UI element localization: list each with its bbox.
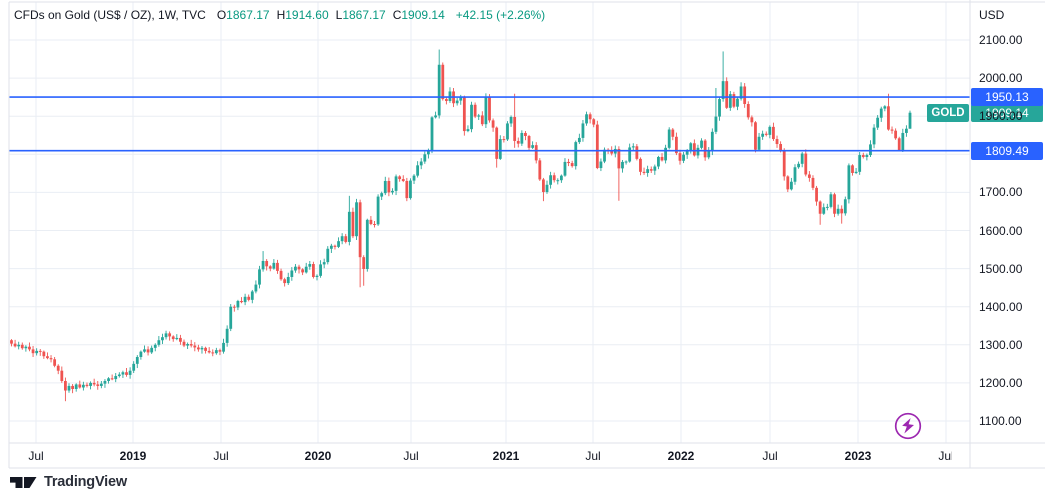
candles-layer: [10, 49, 912, 402]
price-line-label: 1950.13: [971, 88, 1043, 107]
currency-label: USD: [979, 8, 1005, 22]
ohlc-open: O1867.17: [216, 8, 270, 22]
lightning-icon: [894, 412, 922, 440]
last-price-label: 1909.14: [971, 103, 1043, 122]
ohlc-close: C1909.14: [392, 8, 445, 22]
price-axis[interactable]: USD 1909.14 2100.002000.001900.001800.00…: [971, 0, 1045, 443]
time-tick-label: Jul: [403, 449, 419, 463]
legend-row: CFDs on Gold (US$ / OZ), 1W, TVC O1867.1…: [14, 6, 545, 24]
time-tick-label: 2021: [492, 449, 520, 463]
gridlines-layer: [9, 2, 970, 443]
time-tick-label: 2022: [667, 449, 695, 463]
boost-button[interactable]: [893, 411, 923, 441]
price-tick-label: 1300.00: [979, 337, 1023, 352]
borders-layer: [8, 0, 1045, 469]
time-tick-label: 2020: [304, 449, 332, 463]
price-tick-label: 1500.00: [979, 261, 1023, 276]
time-tick-label: 2023: [844, 449, 872, 463]
price-tick-label: 1600.00: [979, 223, 1023, 238]
time-tick-label: 2019: [119, 449, 147, 463]
time-tick-label: Jul: [213, 449, 229, 463]
price-line-label: 1809.49: [971, 141, 1043, 160]
price-tick-label: 1400.00: [979, 299, 1023, 314]
time-tick-label: Jul: [28, 449, 44, 463]
tradingview-attribution[interactable]: TradingView: [10, 472, 127, 492]
ohlc-high: H1914.60: [276, 8, 329, 22]
time-axis[interactable]: Jul 2019 Jul 2020 Jul 2021 Jul 2022 Jul 2023 Jul: [0, 444, 952, 468]
price-tick-label: 1200.00: [979, 375, 1023, 390]
price-tick-label: 2000.00: [979, 71, 1023, 86]
symbol-price-tag: GOLD: [927, 103, 969, 122]
horizontal-lines-layer: [9, 96, 970, 152]
price-tick-label: 1700.00: [979, 185, 1023, 200]
time-tick-label: Jul: [585, 449, 601, 463]
time-tick-label: Jul: [762, 449, 778, 463]
time-tick-label: Jul: [938, 449, 952, 463]
tradingview-logo: [10, 476, 37, 488]
price-tick-label: 1100.00: [979, 414, 1022, 428]
change-value: +42.15 (+2.26%): [455, 8, 546, 22]
symbol-title[interactable]: CFDs on Gold (US$ / OZ), 1W, TVC: [14, 8, 206, 22]
ohlc-low: L1867.17: [335, 8, 386, 22]
price-tick-label: 2100.00: [979, 33, 1023, 47]
tradingview-wordmark: TradingView: [44, 474, 127, 490]
price-tick-label: 1900.00: [979, 109, 1023, 124]
